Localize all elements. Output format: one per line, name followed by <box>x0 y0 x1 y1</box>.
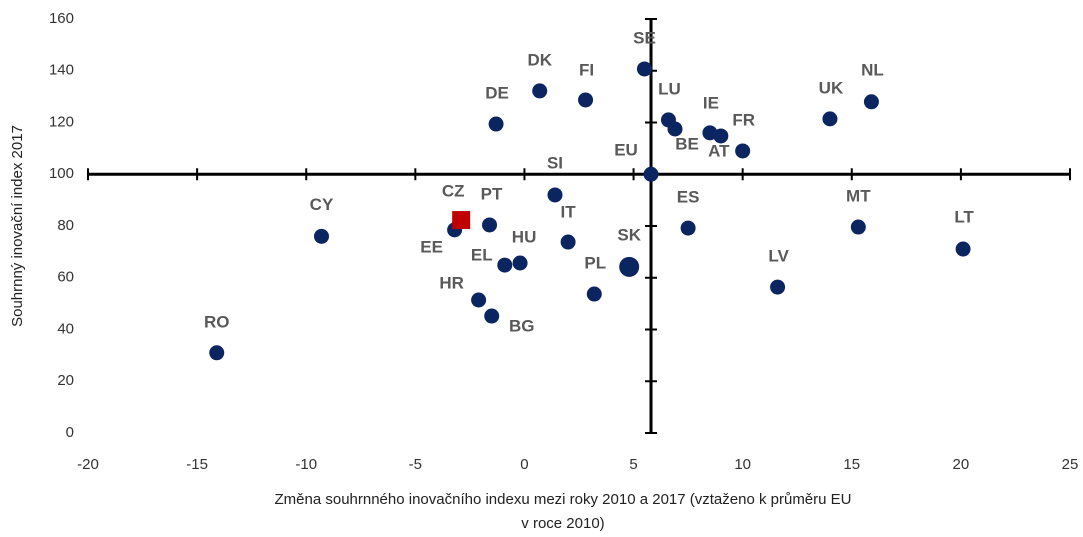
y-tick-label: 80 <box>57 217 74 234</box>
point-label: BE <box>675 134 699 153</box>
point <box>560 234 576 250</box>
point-label: DK <box>527 50 552 69</box>
x-tick-label: 20 <box>953 456 970 473</box>
point <box>636 61 652 77</box>
x-tick-label: 0 <box>520 456 528 473</box>
point-label: DE <box>485 84 509 103</box>
point <box>680 220 696 236</box>
y-tick-label: 60 <box>57 269 74 286</box>
point <box>713 128 729 144</box>
point <box>484 308 500 324</box>
point-label: HU <box>512 227 537 246</box>
point-label: PL <box>584 254 606 273</box>
point <box>735 143 751 159</box>
x-tick-label: 25 <box>1062 456 1079 473</box>
point-label: LU <box>658 79 681 98</box>
point-label: UK <box>819 78 844 97</box>
y-tick-label: 100 <box>49 165 74 182</box>
point-label: EL <box>471 246 493 265</box>
point-label: FR <box>732 110 755 129</box>
x-tick-label: 15 <box>843 456 860 473</box>
y-tick-label: 20 <box>57 372 74 389</box>
point-label: CZ <box>442 182 465 201</box>
x-tick-label: -20 <box>77 456 99 473</box>
point-label: NL <box>861 60 884 79</box>
point <box>586 286 602 302</box>
point <box>643 166 659 182</box>
point <box>497 257 513 273</box>
y-tick-label: 160 <box>49 10 74 27</box>
point <box>822 111 838 127</box>
point <box>209 345 225 361</box>
point-label: RO <box>204 312 230 331</box>
point <box>667 121 683 137</box>
point-label: ES <box>677 188 700 207</box>
y-axis-label: Souhrnný inovační index 2017 <box>9 125 26 327</box>
point <box>488 116 504 132</box>
point-label: LV <box>768 247 789 266</box>
point-label: EU <box>614 141 638 160</box>
point <box>512 255 528 271</box>
y-tick-label: 120 <box>49 113 74 130</box>
y-tick-label: 40 <box>57 320 74 337</box>
x-tick-label: -10 <box>295 456 317 473</box>
point-label: MT <box>846 187 871 206</box>
x-tick-label: -15 <box>186 456 208 473</box>
y-tick-label: 140 <box>49 62 74 79</box>
x-axis-label: v roce 2010) <box>521 515 604 532</box>
point-label: LT <box>954 208 974 227</box>
x-tick-label: 5 <box>629 456 637 473</box>
point-label: BG <box>509 317 535 336</box>
point-label: EE <box>420 237 443 256</box>
x-axis-label: Změna souhrnného inovačního indexu mezi … <box>275 491 852 508</box>
point-label: IT <box>561 203 577 222</box>
point-label: IE <box>703 93 719 112</box>
point-label: HR <box>439 273 464 292</box>
point <box>471 292 487 308</box>
point <box>547 187 563 203</box>
point-label: SE <box>633 28 656 47</box>
point <box>313 228 329 244</box>
point-label: FI <box>579 60 594 79</box>
point <box>770 279 786 295</box>
point <box>955 241 971 257</box>
x-tick-label: 10 <box>734 456 751 473</box>
point-label: PT <box>481 184 503 203</box>
point <box>619 256 640 277</box>
point <box>532 83 548 99</box>
y-tick-label: 0 <box>66 424 74 441</box>
x-tick-label: -5 <box>409 456 422 473</box>
point <box>578 92 594 108</box>
point <box>863 94 879 110</box>
point <box>452 211 471 230</box>
point <box>850 219 866 235</box>
point-label: AT <box>708 141 730 160</box>
point-label: SK <box>617 225 641 244</box>
point-label: CY <box>310 195 334 214</box>
point <box>482 217 498 233</box>
point-label: SI <box>547 153 563 172</box>
